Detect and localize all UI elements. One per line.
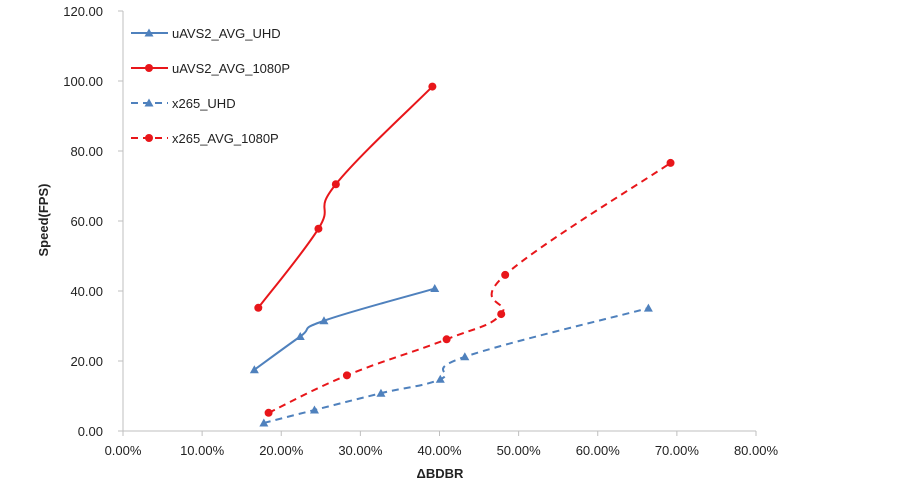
data-point — [295, 332, 305, 340]
data-point — [264, 408, 273, 417]
legend-label: x265_AVG_1080P — [172, 131, 279, 146]
data-point — [643, 303, 653, 312]
legend-marker — [145, 64, 153, 72]
x-tick-label: 10.00% — [180, 443, 225, 458]
legend-entry: uAVS2_AVG_UHD — [131, 26, 281, 41]
data-point — [259, 418, 269, 427]
series-line — [263, 307, 649, 424]
data-point — [309, 405, 319, 414]
x-tick-label: 60.00% — [576, 443, 621, 458]
legend-label: uAVS2_AVG_1080P — [172, 61, 290, 76]
x-tick-label: 20.00% — [259, 443, 304, 458]
legend-label: x265_UHD — [172, 96, 236, 111]
data-point — [430, 284, 440, 293]
legend-marker — [144, 28, 154, 37]
x-tick-label: 50.00% — [497, 443, 542, 458]
data-point — [342, 371, 351, 380]
series-x265_UHD — [259, 303, 653, 427]
data-point — [666, 158, 675, 167]
y-axis-title: Speed(FPS) — [36, 184, 51, 257]
x-tick-label: 0.00% — [105, 443, 142, 458]
data-point — [460, 352, 470, 361]
data-point — [376, 388, 386, 397]
series-layer — [249, 82, 675, 427]
x-tick-label: 30.00% — [338, 443, 383, 458]
data-point — [331, 180, 340, 189]
legend-entry: x265_AVG_1080P — [131, 131, 279, 146]
series-line — [253, 287, 436, 371]
data-point — [497, 310, 506, 319]
data-point — [319, 316, 329, 325]
data-point — [435, 374, 445, 383]
y-tick-label: 20.00 — [70, 354, 103, 369]
series-line — [257, 85, 434, 309]
data-point — [428, 82, 437, 91]
legend-marker — [145, 134, 153, 142]
legend: uAVS2_AVG_UHD uAVS2_AVG_1080P x265_UHD x265… — [131, 26, 290, 146]
x-axis-title: ΔBDBR — [417, 466, 465, 481]
legend-entry: x265_UHD — [131, 96, 236, 111]
data-point — [254, 303, 263, 312]
data-point — [249, 365, 259, 374]
y-tick-label: 120.00 — [63, 4, 103, 19]
series-line — [268, 162, 672, 414]
legend-entry: uAVS2_AVG_1080P — [131, 61, 290, 76]
y-tick-label: 40.00 — [70, 284, 103, 299]
y-tick-label: 100.00 — [63, 74, 103, 89]
x-tick-label: 80.00% — [734, 443, 779, 458]
data-point — [501, 270, 510, 279]
x-tick-label: 40.00% — [417, 443, 462, 458]
y-tick-label: 0.00 — [78, 424, 103, 439]
series-uAVS2_AVG_1080P — [254, 82, 437, 312]
chart-axes: 0.00% 10.00% 20.00% 30.00% 40.00% 50.00% 60.00… — [63, 4, 778, 458]
y-tick-label: 80.00 — [70, 144, 103, 159]
legend-marker — [144, 98, 154, 107]
y-tick-label: 60.00 — [70, 214, 103, 229]
data-point — [314, 224, 323, 233]
data-point — [442, 335, 451, 344]
series-x265_AVG_1080P — [264, 158, 675, 417]
legend-label: uAVS2_AVG_UHD — [172, 26, 281, 41]
series-uAVS2_AVG_UHD — [249, 284, 440, 374]
x-tick-label: 70.00% — [655, 443, 700, 458]
